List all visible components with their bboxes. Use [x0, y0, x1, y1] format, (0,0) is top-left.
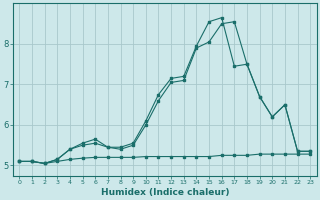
X-axis label: Humidex (Indice chaleur): Humidex (Indice chaleur) — [100, 188, 229, 197]
